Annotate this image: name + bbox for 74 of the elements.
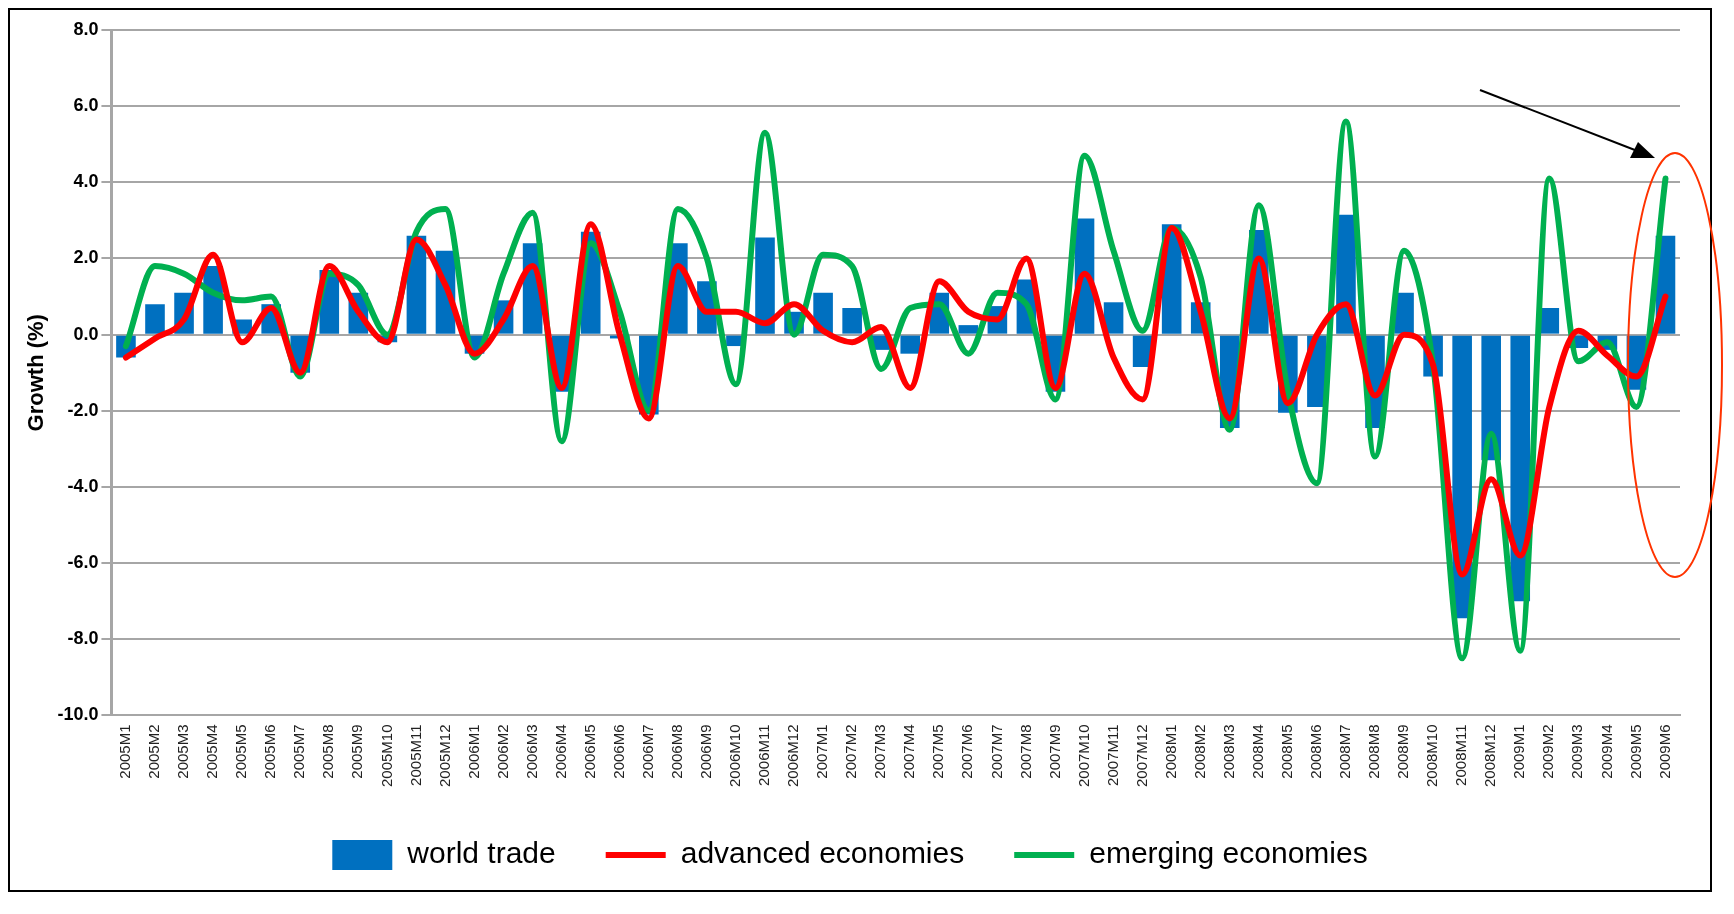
x-tick-label: 2005M11 — [406, 724, 424, 786]
x-tick-label: 2008M11 — [1452, 724, 1470, 786]
x-tick-label: 2005M8 — [319, 724, 337, 779]
x-tick-label: 2009M2 — [1539, 724, 1557, 779]
x-tick-label: 2008M3 — [1219, 724, 1237, 779]
x-tick-label: 2009M6 — [1655, 724, 1673, 779]
x-tick-label: 2005M2 — [145, 724, 163, 779]
x-tick-label: 2008M6 — [1307, 724, 1325, 779]
x-tick-label: 2006M10 — [726, 724, 744, 788]
x-tick-label: 2007M7 — [987, 724, 1005, 779]
x-tick-label: 2005M10 — [377, 724, 395, 788]
y-tick-label: 4.0 — [73, 171, 99, 192]
x-tick-label: 2005M3 — [174, 724, 192, 779]
x-tick-label: 2006M2 — [493, 724, 511, 779]
x-tick-label: 2006M3 — [522, 724, 540, 779]
x-tick-label: 2006M11 — [755, 724, 773, 786]
x-tick-label: 2008M7 — [1336, 724, 1354, 779]
x-tick-label: 2008M1 — [1161, 724, 1179, 779]
x-tick-label: 2005M7 — [290, 724, 308, 779]
x-tick-label: 2007M6 — [958, 724, 976, 779]
x-tick-label: 2006M6 — [609, 724, 627, 779]
x-tick-label: 2009M4 — [1597, 724, 1615, 779]
x-tick-label: 2006M7 — [638, 724, 656, 779]
legend-label: world trade — [406, 836, 556, 870]
x-tick-label: 2006M1 — [464, 724, 482, 779]
x-tick-label: 2007M1 — [813, 724, 831, 779]
legend-label: advanced economies — [680, 836, 965, 870]
x-tick-label: 2008M4 — [1248, 724, 1266, 779]
x-tick-label: 2008M5 — [1278, 724, 1295, 779]
x-tick-label: 2007M8 — [1016, 724, 1034, 779]
y-tick-label: -2.0 — [67, 399, 99, 420]
y-tick-label: -10.0 — [57, 704, 99, 725]
x-tick-label: 2009M1 — [1510, 724, 1528, 779]
x-tick-label: 2006M5 — [580, 724, 598, 779]
legend-label: emerging economies — [1089, 836, 1368, 870]
y-tick-label: -8.0 — [67, 628, 99, 649]
x-tick-label: 2007M2 — [842, 724, 860, 779]
y-tick-label: 2.0 — [73, 247, 99, 268]
x-tick-label: 2005M5 — [232, 724, 250, 779]
x-tick-label: 2009M5 — [1626, 724, 1644, 779]
bar — [1103, 302, 1124, 334]
y-axis-title: Growth (%) — [23, 314, 49, 432]
x-tick-label: 2008M2 — [1190, 724, 1208, 779]
x-tick-label: 2007M9 — [1045, 724, 1063, 779]
y-tick-label: -4.0 — [67, 475, 99, 496]
x-tick-label: 2007M3 — [871, 724, 889, 779]
bar — [900, 335, 921, 354]
x-tick-label: 2008M12 — [1481, 724, 1499, 788]
bar — [145, 304, 165, 334]
x-tick-label: 2007M5 — [929, 724, 947, 779]
x-tick-label: 2007M4 — [900, 724, 918, 779]
x-tick-label: 2007M12 — [1132, 724, 1150, 788]
x-tick-label: 2005M6 — [261, 724, 279, 779]
bar — [755, 237, 775, 334]
x-tick-label: 2005M4 — [203, 724, 221, 779]
x-tick-label: 2008M8 — [1365, 724, 1383, 779]
y-tick-label: 6.0 — [73, 95, 99, 116]
x-tick-label: 2006M9 — [697, 724, 715, 779]
y-tick-label: 0.0 — [73, 323, 99, 344]
x-tick-label: 2008M10 — [1423, 724, 1441, 788]
x-tick-label: 2005M9 — [348, 724, 366, 779]
bar — [842, 307, 862, 334]
bar — [958, 325, 979, 334]
x-tick-label: 2006M12 — [784, 724, 802, 788]
x-tick-label: 2006M8 — [668, 724, 685, 779]
x-tick-label: 2006M4 — [551, 724, 569, 779]
x-tick-label: 2008M9 — [1394, 724, 1412, 779]
y-tick-label: 8.0 — [73, 18, 99, 39]
x-tick-label: 2007M11 — [1103, 724, 1121, 786]
x-tick-label: 2005M1 — [116, 724, 134, 779]
y-tick-label: -6.0 — [67, 552, 99, 573]
x-tick-label: 2007M10 — [1074, 724, 1092, 788]
x-tick-label: 2005M12 — [435, 724, 453, 788]
x-tick-label: 2009M3 — [1568, 724, 1586, 779]
